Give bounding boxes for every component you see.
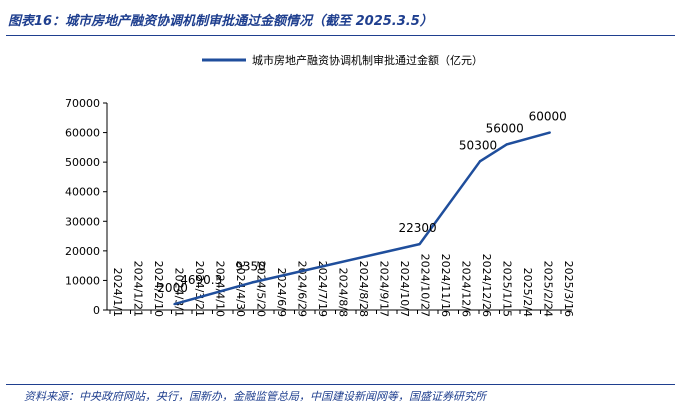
y-tick-label: 50000 bbox=[65, 156, 100, 169]
x-tick-label: 2024/12/26 bbox=[480, 254, 493, 317]
data-label: 2000 bbox=[157, 281, 188, 295]
y-tick-label: 30000 bbox=[65, 215, 100, 228]
x-tick-label: 2024/4/30 bbox=[234, 261, 247, 317]
chart-title: 图表16：城市房地产融资协调机制审批通过金额情况（截至 2025.3.5） bbox=[8, 14, 433, 29]
y-tick-label: 20000 bbox=[65, 245, 100, 258]
data-point bbox=[548, 131, 551, 134]
y-tick-label: 0 bbox=[93, 304, 100, 317]
title-divider bbox=[6, 35, 675, 36]
x-tick-label: 2024/9/17 bbox=[378, 261, 391, 317]
data-label: 22300 bbox=[398, 221, 436, 235]
x-tick-label: 2024/6/9 bbox=[275, 268, 288, 317]
y-tick-label: 10000 bbox=[65, 274, 100, 287]
x-tick-label: 2024/1/1 bbox=[111, 268, 124, 317]
y-tick-label: 70000 bbox=[65, 97, 100, 110]
x-tick-label: 2024/2/10 bbox=[152, 261, 165, 317]
x-tick-label: 2024/1/21 bbox=[132, 261, 145, 317]
legend-label: 城市房地产融资协调机制审批通过金额（亿元） bbox=[252, 53, 483, 67]
x-tick-label: 2024/5/20 bbox=[255, 261, 268, 317]
x-tick-label: 2025/2/24 bbox=[542, 261, 555, 317]
x-tick-label: 2024/10/27 bbox=[419, 254, 432, 317]
y-axis: 0 10000 20000 30000 40000 50000 60000 70000 bbox=[65, 97, 108, 317]
legend: 城市房地产融资协调机制审批通过金额（亿元） bbox=[202, 53, 483, 67]
data-point bbox=[418, 242, 421, 246]
data-label: 4690.3 bbox=[180, 273, 222, 287]
x-tick-label: 2024/8/8 bbox=[337, 268, 350, 317]
x-tick-label: 2024/7/19 bbox=[316, 261, 329, 317]
x-tick-label: 2025/1/15 bbox=[501, 261, 514, 317]
x-tick-label: 2024/12/6 bbox=[460, 261, 473, 317]
data-point bbox=[173, 302, 176, 306]
data-label: 9350 bbox=[235, 259, 266, 273]
data-label: 60000 bbox=[529, 110, 567, 124]
x-tick-label: 2024/4/10 bbox=[214, 261, 227, 317]
data-point bbox=[505, 143, 508, 146]
data-label: 50300 bbox=[459, 138, 497, 152]
x-tick-label: 2024/3/21 bbox=[193, 261, 206, 317]
data-point bbox=[202, 294, 205, 298]
x-tick-label: 2024/10/7 bbox=[398, 261, 411, 317]
source-note: 资料来源：中央政府网站，央行，国新办，金融监管总局，中国建设新闻网等，国盛证券研… bbox=[24, 390, 486, 403]
x-tick-label: 2025/3/16 bbox=[562, 261, 575, 317]
x-tick-label: 2025/2/4 bbox=[521, 268, 534, 317]
x-axis: 2024/1/1 2024/1/21 2024/2/10 2024/3/1 2024/3… bbox=[107, 254, 575, 317]
y-tick-label: 60000 bbox=[65, 127, 100, 140]
y-tick-label: 40000 bbox=[65, 186, 100, 199]
source-divider bbox=[6, 384, 675, 385]
data-point bbox=[478, 160, 482, 163]
x-tick-label: 2024/11/16 bbox=[439, 254, 452, 317]
x-tick-label: 2024/8/28 bbox=[357, 261, 370, 317]
data-label: 56000 bbox=[486, 121, 524, 135]
x-tick-label: 2024/6/29 bbox=[296, 261, 309, 317]
data-point bbox=[251, 281, 254, 284]
